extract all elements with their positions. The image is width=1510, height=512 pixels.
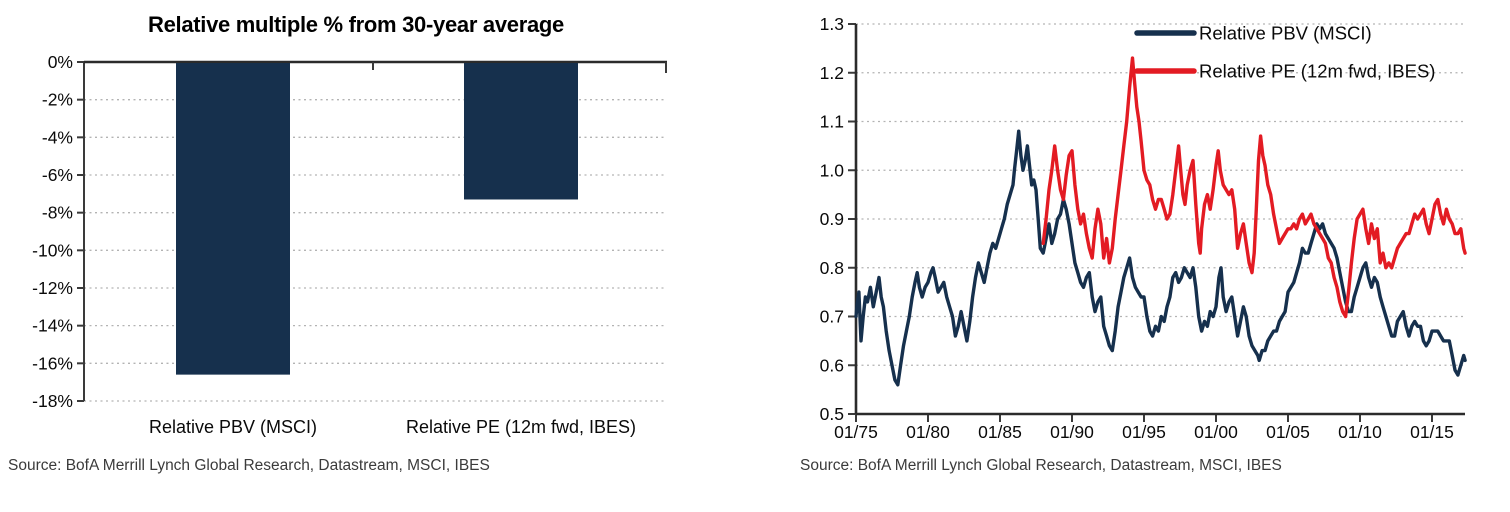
y-tick-label: 0.9 <box>820 209 844 229</box>
y-tick-label: 1.1 <box>820 112 844 132</box>
y-tick-label: -4% <box>42 127 73 147</box>
y-tick-label: 0.6 <box>820 355 844 375</box>
bar-chart-source: Source: BofA Merrill Lynch Global Resear… <box>8 457 490 474</box>
line-chart: 1.3 1.2 1.1 1.0 0.9 0.8 0.7 0.6 0.501/75 01/80 01/… <box>820 14 1467 442</box>
y-tick-label: 0.5 <box>820 404 844 424</box>
y-tick-label: 1.3 <box>820 14 844 34</box>
y-tick-label: 0% <box>48 52 73 72</box>
legend-label: Relative PE (12m fwd, IBES) <box>1199 61 1435 82</box>
line-chart-source: Source: BofA Merrill Lynch Global Resear… <box>800 457 1282 474</box>
legend-label: Relative PBV (MSCI) <box>1199 23 1372 44</box>
x-tick-label: 01/00 <box>1194 422 1238 442</box>
bar-chart-title: Relative multiple % from 30-year average <box>148 12 564 37</box>
y-tick-label: 0.8 <box>820 258 844 278</box>
y-tick-label: 0.7 <box>820 307 844 327</box>
x-tick-label: 01/95 <box>1122 422 1166 442</box>
x-tick-label: 01/85 <box>978 422 1022 442</box>
y-tick-label: -2% <box>42 90 73 110</box>
y-tick-label: -6% <box>42 165 73 185</box>
pe-line <box>1041 56 1467 319</box>
y-tick-label: -10% <box>32 240 73 260</box>
y-tick-label: -8% <box>42 203 73 223</box>
category-label: Relative PE (12m fwd, IBES) <box>406 417 636 437</box>
x-tick-label: 01/10 <box>1338 422 1382 442</box>
x-tick-label: 01/80 <box>906 422 950 442</box>
pbv-line <box>854 129 1467 387</box>
y-tick-label: 1.0 <box>820 160 845 180</box>
y-tick-label: -18% <box>32 391 73 411</box>
category-label: Relative PBV (MSCI) <box>149 417 317 437</box>
y-tick-label: 1.2 <box>820 63 844 83</box>
x-tick-label: 01/75 <box>834 422 878 442</box>
x-tick-label: 01/05 <box>1266 422 1310 442</box>
y-tick-label: -12% <box>32 278 73 298</box>
bar-chart: 0% -2% -4% -6% -8% -10% -12% -14% -16% -18% Relati… <box>32 52 667 437</box>
bar-relative-pe <box>464 63 578 200</box>
y-tick-label: -16% <box>32 353 73 373</box>
x-tick-label: 01/90 <box>1050 422 1094 442</box>
y-tick-label: -14% <box>32 316 73 336</box>
x-tick-label: 01/15 <box>1410 422 1454 442</box>
bar-relative-pbv <box>176 63 290 375</box>
